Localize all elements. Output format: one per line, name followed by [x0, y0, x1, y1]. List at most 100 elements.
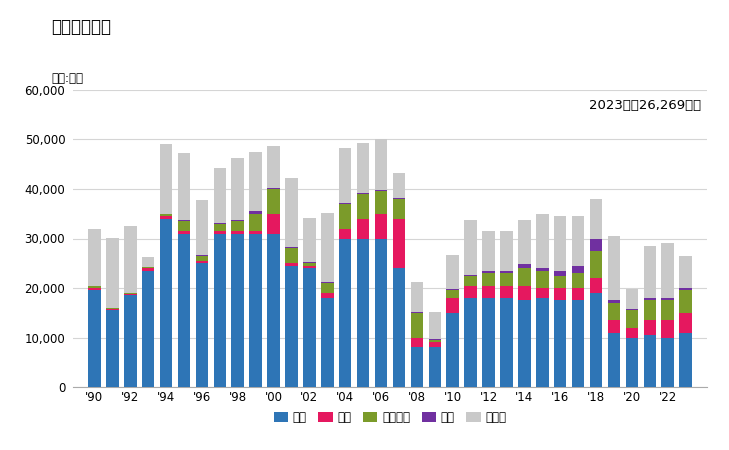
Bar [446, 298, 459, 313]
Bar [285, 248, 297, 263]
Bar [357, 219, 370, 238]
Bar [106, 308, 119, 309]
Bar [88, 229, 101, 285]
Bar [339, 238, 351, 387]
Bar [608, 320, 620, 333]
Bar [393, 198, 405, 199]
Bar [500, 298, 512, 387]
Bar [446, 289, 459, 291]
Bar [303, 218, 316, 262]
Bar [285, 178, 297, 248]
Bar [554, 216, 566, 270]
Bar [464, 285, 477, 298]
Bar [661, 338, 674, 387]
Bar [160, 216, 172, 219]
Bar [410, 347, 423, 387]
Bar [500, 273, 512, 285]
Bar [375, 214, 387, 239]
Bar [590, 293, 602, 387]
Bar [339, 204, 351, 229]
Bar [608, 303, 620, 320]
Bar [429, 340, 441, 342]
Bar [446, 291, 459, 298]
Bar [195, 200, 208, 255]
Bar [249, 211, 262, 214]
Text: 2023年：26,269トン: 2023年：26,269トン [588, 99, 701, 112]
Bar [590, 199, 602, 238]
Bar [554, 270, 566, 275]
Bar [661, 298, 674, 301]
Bar [106, 309, 119, 310]
Bar [268, 146, 280, 188]
Bar [464, 220, 477, 274]
Bar [268, 189, 280, 214]
Bar [214, 224, 226, 231]
Bar [303, 263, 316, 266]
Bar [393, 173, 405, 198]
Bar [321, 293, 334, 298]
Bar [142, 270, 155, 387]
Bar [536, 214, 549, 268]
Bar [124, 226, 136, 293]
Bar [554, 275, 566, 288]
Bar [590, 251, 602, 278]
Bar [590, 278, 602, 293]
Bar [106, 310, 119, 387]
Bar [625, 309, 638, 310]
Bar [554, 288, 566, 301]
Bar [268, 214, 280, 234]
Bar [625, 328, 638, 338]
Bar [178, 153, 190, 220]
Bar [303, 266, 316, 268]
Bar [429, 312, 441, 339]
Bar [608, 301, 620, 303]
Bar [625, 310, 638, 328]
Bar [518, 268, 531, 285]
Bar [410, 338, 423, 347]
Text: 単位:トン: 単位:トン [51, 72, 83, 85]
Bar [625, 289, 638, 309]
Bar [160, 214, 172, 216]
Bar [249, 214, 262, 231]
Bar [518, 264, 531, 268]
Bar [608, 236, 620, 301]
Bar [214, 231, 226, 234]
Bar [214, 234, 226, 387]
Bar [661, 301, 674, 320]
Bar [483, 231, 495, 270]
Bar [357, 193, 370, 194]
Bar [339, 203, 351, 204]
Bar [393, 268, 405, 387]
Bar [500, 270, 512, 273]
Legend: 米国, 中国, フランス, タイ, その他: 米国, 中国, フランス, タイ, その他 [269, 406, 511, 428]
Bar [303, 262, 316, 263]
Bar [124, 295, 136, 387]
Bar [679, 291, 692, 313]
Bar [178, 220, 190, 221]
Bar [303, 268, 316, 387]
Bar [357, 194, 370, 219]
Bar [446, 255, 459, 289]
Bar [375, 190, 387, 191]
Bar [518, 301, 531, 387]
Bar [483, 270, 495, 273]
Bar [232, 220, 244, 221]
Bar [446, 313, 459, 387]
Bar [393, 199, 405, 219]
Bar [285, 263, 297, 266]
Bar [429, 339, 441, 340]
Bar [321, 283, 334, 293]
Bar [661, 320, 674, 338]
Bar [357, 144, 370, 193]
Bar [249, 234, 262, 387]
Bar [536, 288, 549, 298]
Bar [232, 231, 244, 234]
Bar [679, 313, 692, 333]
Bar [679, 333, 692, 387]
Bar [249, 231, 262, 234]
Bar [88, 291, 101, 387]
Bar [178, 221, 190, 231]
Bar [232, 158, 244, 220]
Bar [483, 285, 495, 298]
Bar [536, 268, 549, 270]
